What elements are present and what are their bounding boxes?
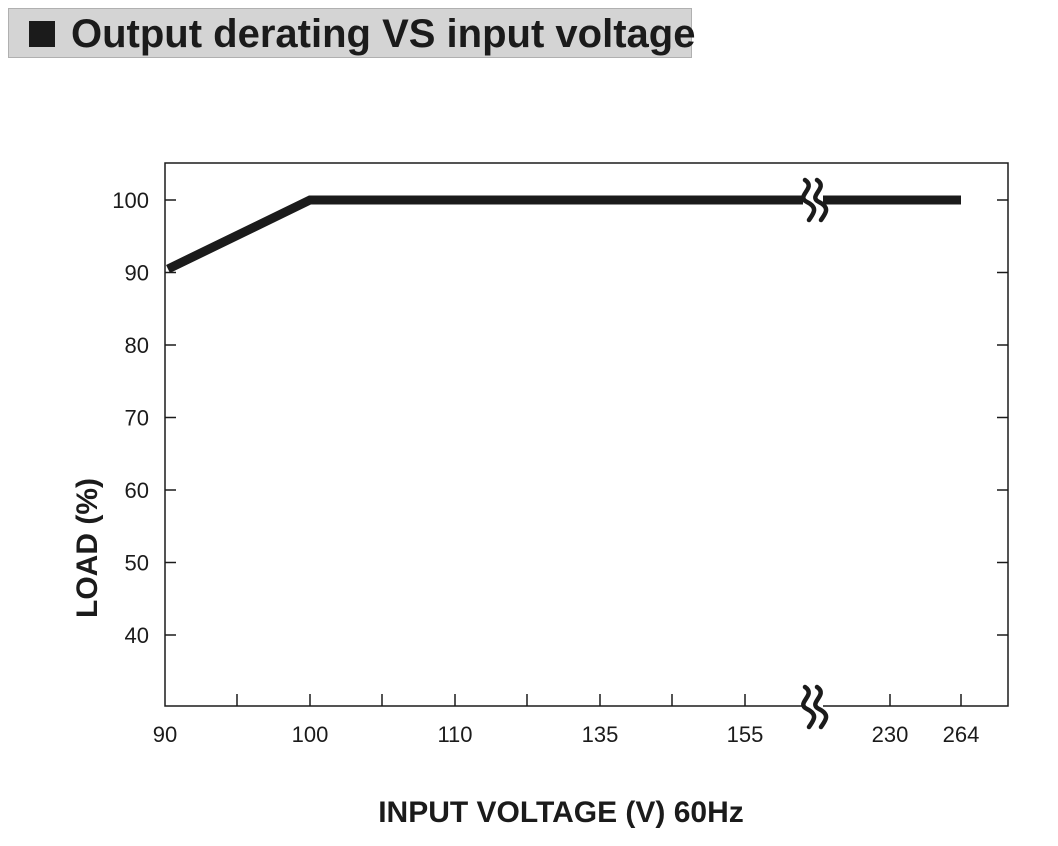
- load-line-series: [166, 195, 961, 274]
- x-tick-label-90: 90: [153, 722, 177, 747]
- series-group: [166, 195, 962, 274]
- y-tick-label-90: 90: [125, 261, 149, 286]
- y-tick-label-80: 80: [125, 333, 149, 358]
- axis-break-group: [801, 177, 829, 730]
- y-tick-label-100: 100: [112, 188, 149, 213]
- x-tick-label-155: 155: [727, 722, 764, 747]
- y-axis-title: LOAD (%): [71, 478, 104, 618]
- y-tick-label-50: 50: [125, 551, 149, 576]
- y-tick-label-40: 40: [125, 623, 149, 648]
- line-break-symbol-stroke-2: [813, 177, 829, 223]
- plot-frame-group: [164, 162, 1009, 707]
- x-axis-break-symbol-stroke-2: [813, 684, 829, 730]
- x-tick-label-230: 230: [872, 722, 909, 747]
- y-tick-label-70: 70: [125, 406, 149, 431]
- chart-title: Output derating VS input voltage: [71, 12, 696, 56]
- tick-labels-group: 100 90 80 70 60 50 40 90 100 110 135 155 230 264: [112, 188, 979, 747]
- x-tick-label-135: 135: [582, 722, 619, 747]
- y-tick-label-60: 60: [125, 478, 149, 503]
- x-tick-label-100: 100: [292, 722, 329, 747]
- x-axis-break-symbol-stroke-1: [801, 684, 817, 730]
- line-break-symbol-stroke-1: [801, 177, 817, 223]
- x-tick-label-264: 264: [943, 722, 980, 747]
- plot-frame: [164, 162, 1009, 707]
- line-break-symbol: [801, 177, 829, 223]
- x-axis-title: INPUT VOLTAGE (V) 60Hz: [378, 796, 744, 829]
- x-tick-label-110: 110: [437, 722, 472, 747]
- title-bullet-square: [29, 21, 55, 47]
- title-bar: Output derating VS input voltage: [8, 8, 696, 58]
- x-axis-break-symbol: [801, 684, 829, 730]
- tick-marks-group: [165, 199, 1008, 706]
